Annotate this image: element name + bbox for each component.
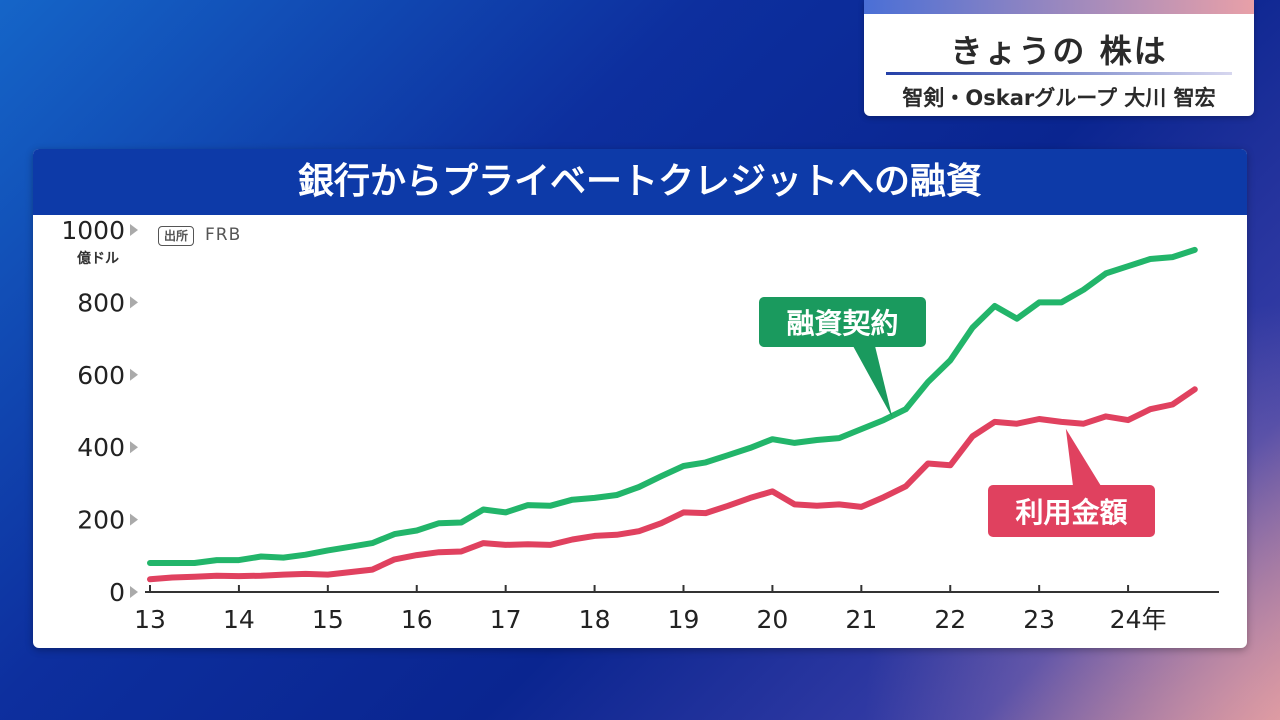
y-axis-unit: 億ドル <box>77 251 119 267</box>
x-tick-label: 16 <box>401 605 433 634</box>
x-tick-label: 22 <box>934 605 966 634</box>
callout-box-usage <box>988 485 1155 537</box>
y-tick-label: 600 <box>77 361 125 390</box>
source-value: FRB <box>205 225 242 245</box>
title-box-accent-bar <box>864 0 1254 14</box>
y-tick-arrow <box>130 513 138 526</box>
program-title: きょうの 株は <box>950 32 1168 70</box>
x-tick-label: 19 <box>668 605 700 634</box>
line-chart: 0 200 400 600 800 1000 13 14 15 16 17 18 19 20 21 22 23 2… <box>61 216 1219 634</box>
callout-label-usage: 利用金額 <box>1015 496 1127 529</box>
x-tick-label: 14 <box>223 605 255 634</box>
series-line-contract <box>147 246 1198 566</box>
program-title-box: きょうの 株は 智剣・Oskarグループ 大川 智宏 <box>864 0 1254 116</box>
source-badge: 出所 <box>158 226 195 246</box>
y-tick-label: 0 <box>109 578 125 607</box>
callout-pointer-usage <box>1065 428 1101 486</box>
y-tick-label: 800 <box>77 288 125 317</box>
y-tick-label: 200 <box>77 506 125 535</box>
x-tick-label: 20 <box>757 605 789 634</box>
callout-label-contract: 融資契約 <box>786 307 898 340</box>
y-tick-arrow <box>130 224 138 236</box>
y-tick-arrow <box>130 368 138 381</box>
y-tick-label: 1000 <box>61 216 125 245</box>
x-tick-label: 21 <box>845 605 877 634</box>
x-tick-label: 17 <box>490 605 522 634</box>
y-tick-arrow <box>130 296 138 309</box>
guest-name: 智剣・Oskarグループ 大川 智宏 <box>902 86 1216 110</box>
title-divider <box>886 72 1232 75</box>
series-line-usage <box>147 386 1198 583</box>
x-tick-label: 23 <box>1023 605 1055 634</box>
y-tick-arrow <box>130 586 138 598</box>
callout-box-contract <box>759 297 926 347</box>
callout-pointer-contract <box>853 346 893 418</box>
chart-panel: 銀行からプライベートクレジットへの融資 0 200 400 600 800 1000 13 1… <box>33 149 1247 648</box>
x-tick-label: 15 <box>312 605 344 634</box>
x-tick-label: 18 <box>579 605 611 634</box>
x-tick-label: 13 <box>134 605 166 634</box>
chart-title: 銀行からプライベートクレジットへの融資 <box>297 161 982 202</box>
y-tick-arrow <box>130 441 138 454</box>
y-tick-label: 400 <box>77 433 125 462</box>
x-tick-label: 24年 <box>1110 605 1167 634</box>
chart-header: 銀行からプライベートクレジットへの融資 <box>33 149 1247 217</box>
